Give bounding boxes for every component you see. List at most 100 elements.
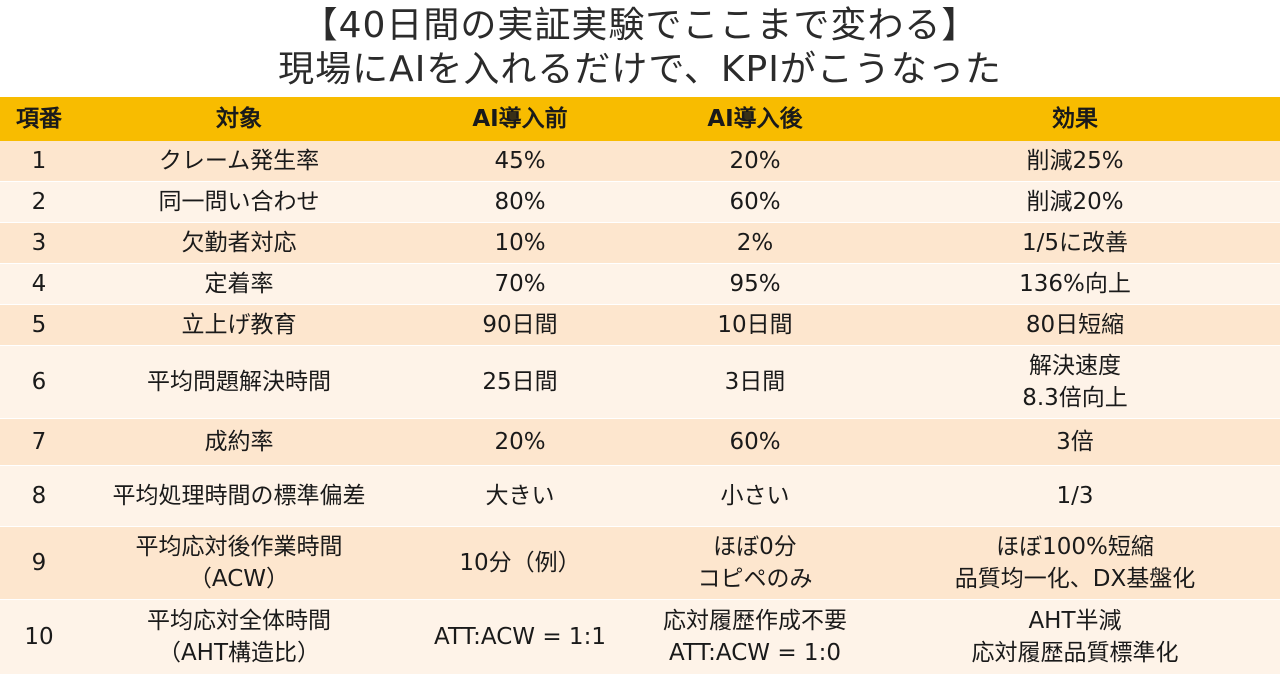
table-row: 2 同一問い合わせ 80% 60% 削減20% (0, 181, 1280, 222)
cell-after-line: 3日間 (724, 369, 786, 395)
cell-effect-line: 80日短縮 (1025, 312, 1125, 338)
cell-before: 20% (400, 426, 640, 458)
cell-before: 10分（例） (400, 547, 640, 579)
cell-before: 25日間 (400, 366, 640, 398)
cell-effect-line: 応対履歴品質標準化 (971, 640, 1179, 666)
cell-after-line: 応対履歴作成不要 (663, 608, 847, 634)
header-before: AI導入前 (472, 106, 568, 132)
cell-effect-line: 品質均一化、DX基盤化 (954, 566, 1196, 592)
cell-target-line: 平均処理時間の標準偏差 (112, 483, 366, 509)
cell-after: 2% (640, 227, 870, 259)
cell-effect-line: 1/5に改善 (1021, 230, 1128, 256)
cell-after: 20% (640, 145, 870, 177)
cell-after: 応対履歴作成不要 ATT:ACW = 1:0 (640, 605, 870, 669)
cell-target-line: （ACW） (188, 566, 290, 592)
cell-before-line: 90日間 (482, 312, 558, 338)
table-header-row: 項番 対象 AI導入前 AI導入後 効果 (0, 97, 1280, 141)
cell-before-line: 70% (494, 271, 546, 297)
cell-before: 10% (400, 227, 640, 259)
cell-target-line: （AHT構造比） (157, 640, 321, 666)
cell-effect-line: 1/3 (1056, 483, 1094, 509)
cell-after-line: 2% (736, 230, 774, 256)
cell-target: 欠勤者対応 (78, 227, 400, 259)
header-after: AI導入後 (707, 106, 803, 132)
cell-target-line: 平均応対後作業時間 (135, 534, 343, 560)
cell-before-line: 大きい (485, 483, 555, 509)
cell-effect: ほぼ100%短縮 品質均一化、DX基盤化 (870, 531, 1280, 595)
cell-target-line: 平均問題解決時間 (147, 369, 331, 395)
cell-no: 6 (31, 369, 47, 395)
table-row: 7 成約率 20% 60% 3倍 (0, 418, 1280, 465)
table-row: 3 欠勤者対応 10% 2% 1/5に改善 (0, 222, 1280, 263)
cell-no: 10 (24, 624, 54, 650)
cell-effect-line: 3倍 (1056, 429, 1094, 455)
cell-before: 80% (400, 186, 640, 218)
cell-after-line: ATT:ACW = 1:0 (669, 640, 841, 666)
cell-before-line: ATT:ACW = 1:1 (434, 624, 606, 650)
cell-effect: 削減25% (870, 145, 1280, 177)
cell-target: 立上げ教育 (78, 309, 400, 341)
cell-before: 45% (400, 145, 640, 177)
cell-before-line: 25日間 (482, 369, 558, 395)
cell-target-line: 欠勤者対応 (181, 230, 297, 256)
cell-after: 60% (640, 186, 870, 218)
cell-after-line: 小さい (720, 483, 790, 509)
cell-after-line: 60% (729, 429, 781, 455)
cell-after-line: コピペのみ (697, 566, 813, 592)
cell-target-line: 同一問い合わせ (158, 189, 320, 215)
table-row: 5 立上げ教育 90日間 10日間 80日短縮 (0, 304, 1280, 345)
cell-after-line: ほぼ0分 (713, 534, 797, 560)
cell-effect: 解決速度 8.3倍向上 (870, 350, 1280, 414)
cell-target-line: クレーム発生率 (158, 148, 320, 174)
cell-target: 定着率 (78, 268, 400, 300)
cell-target-line: 平均応対全体時間 (147, 608, 331, 634)
cell-target-line: 立上げ教育 (181, 312, 297, 338)
cell-effect-line: 解決速度 (1029, 353, 1121, 379)
cell-effect: 136%向上 (870, 268, 1280, 300)
table-row: 6 平均問題解決時間 25日間 3日間 解決速度 8.3倍向上 (0, 345, 1280, 418)
cell-effect: 1/5に改善 (870, 227, 1280, 259)
cell-effect: 80日短縮 (870, 309, 1280, 341)
cell-effect-line: 8.3倍向上 (1022, 385, 1128, 411)
page-title: 【40日間の実証実験でここまで変わる】 現場にAIを入れるだけで、KPIがこうな… (0, 0, 1280, 96)
cell-after-line: 20% (729, 148, 781, 174)
cell-no: 8 (31, 483, 47, 509)
table-body: 1 クレーム発生率 45% 20% 削減25% 2 同一問い合わせ 80% 60% 削減20% 3 欠… (0, 141, 1280, 674)
header-target: 対象 (216, 106, 262, 132)
table-row: 9 平均応対後作業時間 （ACW） 10分（例） ほぼ0分コピペのみ ほぼ100%短縮 品質… (0, 526, 1280, 599)
table-row: 10 平均応対全体時間 （AHT構造比） ATT:ACW = 1:1 応対履歴作成不要 A… (0, 599, 1280, 674)
cell-after: 10日間 (640, 309, 870, 341)
cell-target: 平均処理時間の標準偏差 (78, 480, 400, 512)
cell-before: 70% (400, 268, 640, 300)
title-line-2: 現場にAIを入れるだけで、KPIがこうなった (278, 49, 1002, 90)
cell-target: 平均応対全体時間 （AHT構造比） (78, 605, 400, 669)
cell-effect-line: 削減25% (1026, 148, 1124, 174)
cell-after-line: 95% (729, 271, 781, 297)
cell-before-line: 20% (494, 429, 546, 455)
cell-effect-line: 削減20% (1026, 189, 1124, 215)
cell-target: 平均問題解決時間 (78, 366, 400, 398)
cell-before: ATT:ACW = 1:1 (400, 621, 640, 653)
cell-effect-line: 136%向上 (1019, 271, 1131, 297)
cell-target: 成約率 (78, 426, 400, 458)
header-no: 項番 (16, 106, 62, 132)
cell-no: 2 (31, 189, 47, 215)
cell-no: 9 (31, 550, 47, 576)
cell-after: 3日間 (640, 366, 870, 398)
cell-before-line: 10% (494, 230, 546, 256)
cell-target: クレーム発生率 (78, 145, 400, 177)
cell-no: 7 (31, 429, 47, 455)
kpi-table: 項番 対象 AI導入前 AI導入後 効果 1 クレーム発生率 45% 20% 削減25%… (0, 97, 1280, 674)
cell-target: 平均応対後作業時間 （ACW） (78, 531, 400, 595)
cell-after: 95% (640, 268, 870, 300)
cell-no: 1 (31, 148, 47, 174)
cell-after: 60% (640, 426, 870, 458)
cell-before-line: 45% (494, 148, 546, 174)
table-row: 1 クレーム発生率 45% 20% 削減25% (0, 141, 1280, 181)
cell-target: 同一問い合わせ (78, 186, 400, 218)
cell-effect: AHT半減 応対履歴品質標準化 (870, 605, 1280, 669)
cell-before-line: 10分（例） (459, 550, 581, 576)
cell-effect: 3倍 (870, 426, 1280, 458)
cell-no: 5 (31, 312, 47, 338)
table-row: 8 平均処理時間の標準偏差 大きい 小さい 1/3 (0, 465, 1280, 526)
